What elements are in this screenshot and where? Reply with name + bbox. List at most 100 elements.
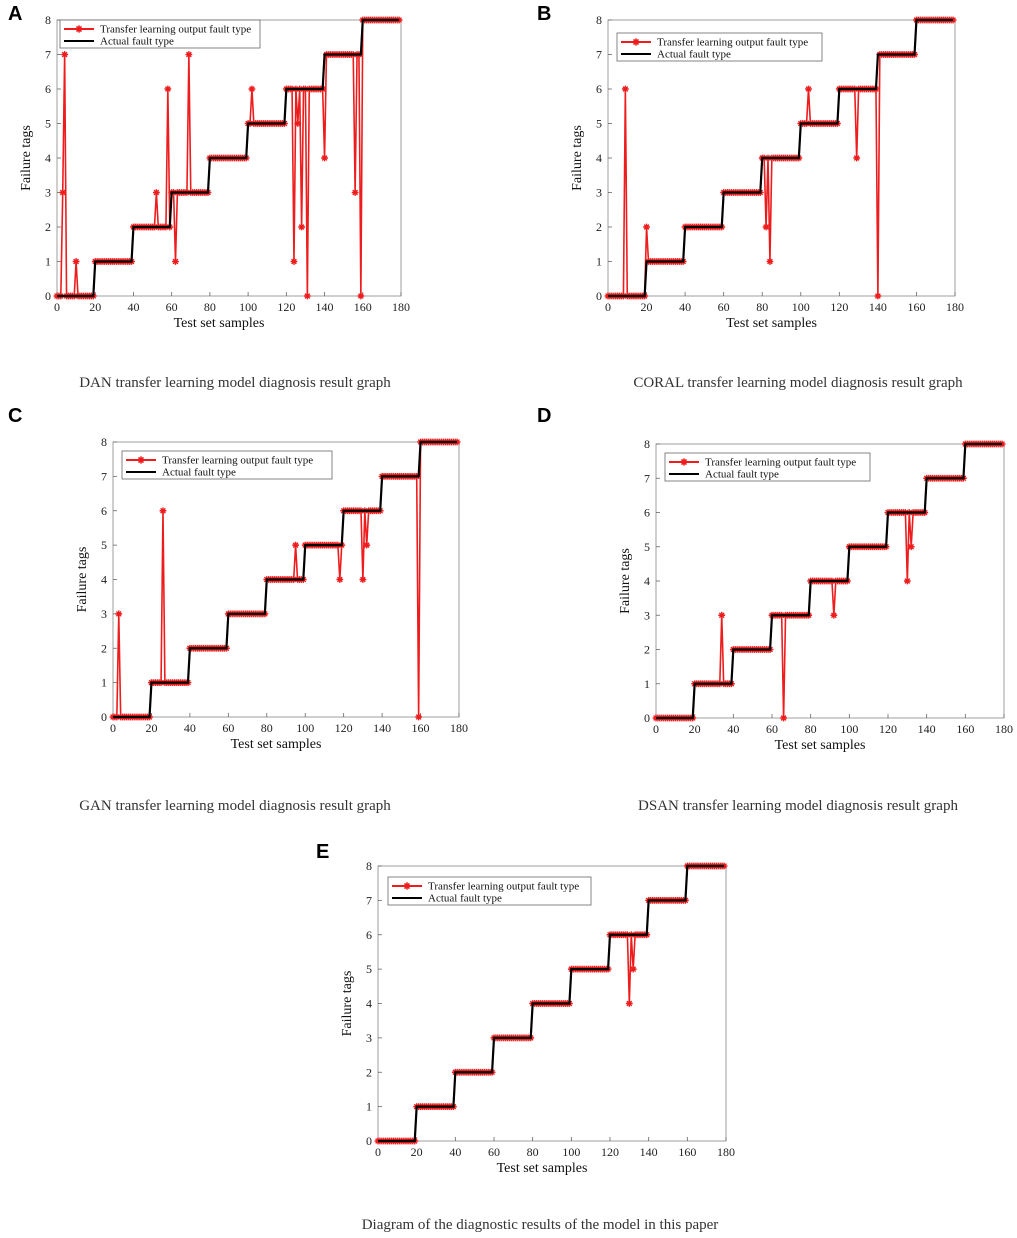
- y-tick-label: 2: [366, 1065, 372, 1079]
- y-tick-label: 0: [596, 289, 602, 303]
- data-point-predicted: [336, 576, 344, 583]
- y-tick-label: 0: [45, 289, 51, 303]
- data-point-predicted: [292, 541, 300, 549]
- x-tick-label: 100: [562, 1145, 580, 1159]
- x-tick-label: 60: [488, 1145, 500, 1159]
- x-tick-label: 120: [601, 1145, 619, 1159]
- y-tick-label: 7: [366, 893, 372, 907]
- panel-caption: CORAL transfer learning model diagnosis …: [633, 375, 963, 391]
- y-tick-label: 5: [101, 538, 107, 552]
- panel-letter: D: [537, 405, 551, 427]
- y-tick-label: 5: [644, 540, 650, 554]
- x-tick-label: 120: [879, 722, 897, 736]
- y-tick-label: 5: [596, 117, 602, 131]
- y-tick-label: 0: [644, 711, 650, 725]
- x-tick-label: 40: [679, 300, 691, 314]
- data-point-predicted: [185, 51, 193, 58]
- y-tick-label: 1: [644, 677, 650, 691]
- y-tick-label: 1: [101, 676, 107, 690]
- data-point-predicted: [766, 258, 774, 265]
- x-tick-label: 80: [261, 721, 273, 735]
- data-point-predicted: [903, 577, 911, 585]
- data-point-predicted: [395, 16, 403, 24]
- legend-label-actual: Actual fault type: [705, 469, 779, 481]
- x-tick-label: 0: [605, 300, 611, 314]
- x-tick-label: 80: [527, 1145, 539, 1159]
- legend-label-predicted: Transfer learning output fault type: [657, 37, 808, 49]
- series-line-actual: [656, 442, 1003, 720]
- panel-caption: Diagram of the diagnostic results of the…: [362, 1217, 719, 1233]
- x-tick-label: 0: [54, 300, 60, 314]
- y-axis-label: Failure tags: [618, 548, 633, 614]
- legend-label-predicted: Transfer learning output fault type: [428, 881, 579, 893]
- y-tick-label: 6: [644, 506, 650, 520]
- x-axis-label: Test set samples: [726, 316, 817, 331]
- y-tick-label: 4: [366, 997, 372, 1011]
- data-point-predicted: [853, 154, 861, 162]
- x-tick-label: 100: [296, 721, 314, 735]
- data-point-predicted: [830, 611, 838, 619]
- series-line-actual: [57, 18, 400, 298]
- panel-letter: E: [316, 841, 329, 863]
- data-point-predicted: [453, 438, 461, 446]
- y-tick-label: 7: [596, 48, 602, 62]
- y-tick-label: 4: [644, 574, 650, 588]
- data-point-predicted: [415, 713, 423, 721]
- x-tick-label: 20: [145, 721, 157, 735]
- x-tick-label: 0: [110, 721, 116, 735]
- x-tick-label: 0: [653, 722, 659, 736]
- data-point-predicted: [294, 120, 302, 127]
- data-point-predicted: [321, 154, 328, 162]
- legend: Transfer learning output fault typeActua…: [664, 452, 871, 482]
- data-point-predicted: [248, 85, 256, 93]
- y-tick-label: 1: [366, 1100, 372, 1114]
- legend-label-actual: Actual fault type: [428, 893, 502, 905]
- y-tick-label: 3: [644, 608, 650, 622]
- x-tick-label: 40: [127, 300, 139, 314]
- panel-letter: A: [8, 3, 22, 25]
- panel-caption: DSAN transfer learning model diagnosis r…: [638, 798, 958, 814]
- x-tick-label: 140: [373, 721, 391, 735]
- data-point-predicted: [164, 85, 172, 93]
- y-tick-label: 3: [101, 607, 107, 621]
- legend-marker-predicted: [75, 25, 83, 33]
- legend-box: [121, 450, 333, 480]
- data-point-predicted: [152, 189, 160, 196]
- panel-caption: GAN transfer learning model diagnosis re…: [79, 798, 391, 814]
- x-tick-label: 100: [239, 300, 257, 314]
- legend-marker-predicted: [137, 456, 145, 464]
- y-tick-label: 7: [101, 469, 107, 483]
- x-tick-label: 20: [89, 300, 101, 314]
- x-tick-label: 120: [277, 300, 295, 314]
- y-tick-label: 8: [101, 435, 107, 449]
- data-point-predicted: [720, 862, 728, 870]
- data-point-predicted: [621, 85, 629, 93]
- legend-box: [616, 32, 823, 62]
- x-tick-label: 80: [805, 722, 817, 736]
- legend: Transfer learning output fault typeActua…: [121, 450, 333, 480]
- data-point-predicted: [357, 292, 365, 300]
- y-tick-label: 6: [101, 504, 107, 518]
- series-line-actual: [113, 440, 458, 719]
- data-point-predicted: [72, 258, 80, 265]
- legend: Transfer learning output fault typeActua…: [59, 19, 261, 49]
- data-point-predicted: [629, 965, 637, 973]
- legend-label-actual: Actual fault type: [657, 49, 731, 61]
- data-point-predicted: [625, 1000, 633, 1007]
- data-point-predicted: [907, 543, 915, 551]
- panel-caption: DAN transfer learning model diagnosis re…: [79, 375, 391, 391]
- data-point-predicted: [363, 541, 371, 549]
- x-tick-label: 40: [449, 1145, 461, 1159]
- x-tick-label: 160: [354, 300, 372, 314]
- x-tick-label: 120: [335, 721, 353, 735]
- y-tick-label: 4: [596, 151, 602, 165]
- y-tick-label: 8: [644, 437, 650, 451]
- y-tick-label: 5: [45, 117, 51, 131]
- y-tick-label: 3: [366, 1031, 372, 1045]
- x-tick-label: 160: [412, 721, 430, 735]
- x-tick-label: 160: [956, 722, 974, 736]
- x-tick-label: 180: [717, 1145, 735, 1159]
- legend-label-actual: Actual fault type: [100, 36, 174, 48]
- chart-panel-b: B 0 20 40 60 80 100 120 140 160 180 0 1 2 3 4 5 6 7 8 Test s…: [537, 3, 964, 391]
